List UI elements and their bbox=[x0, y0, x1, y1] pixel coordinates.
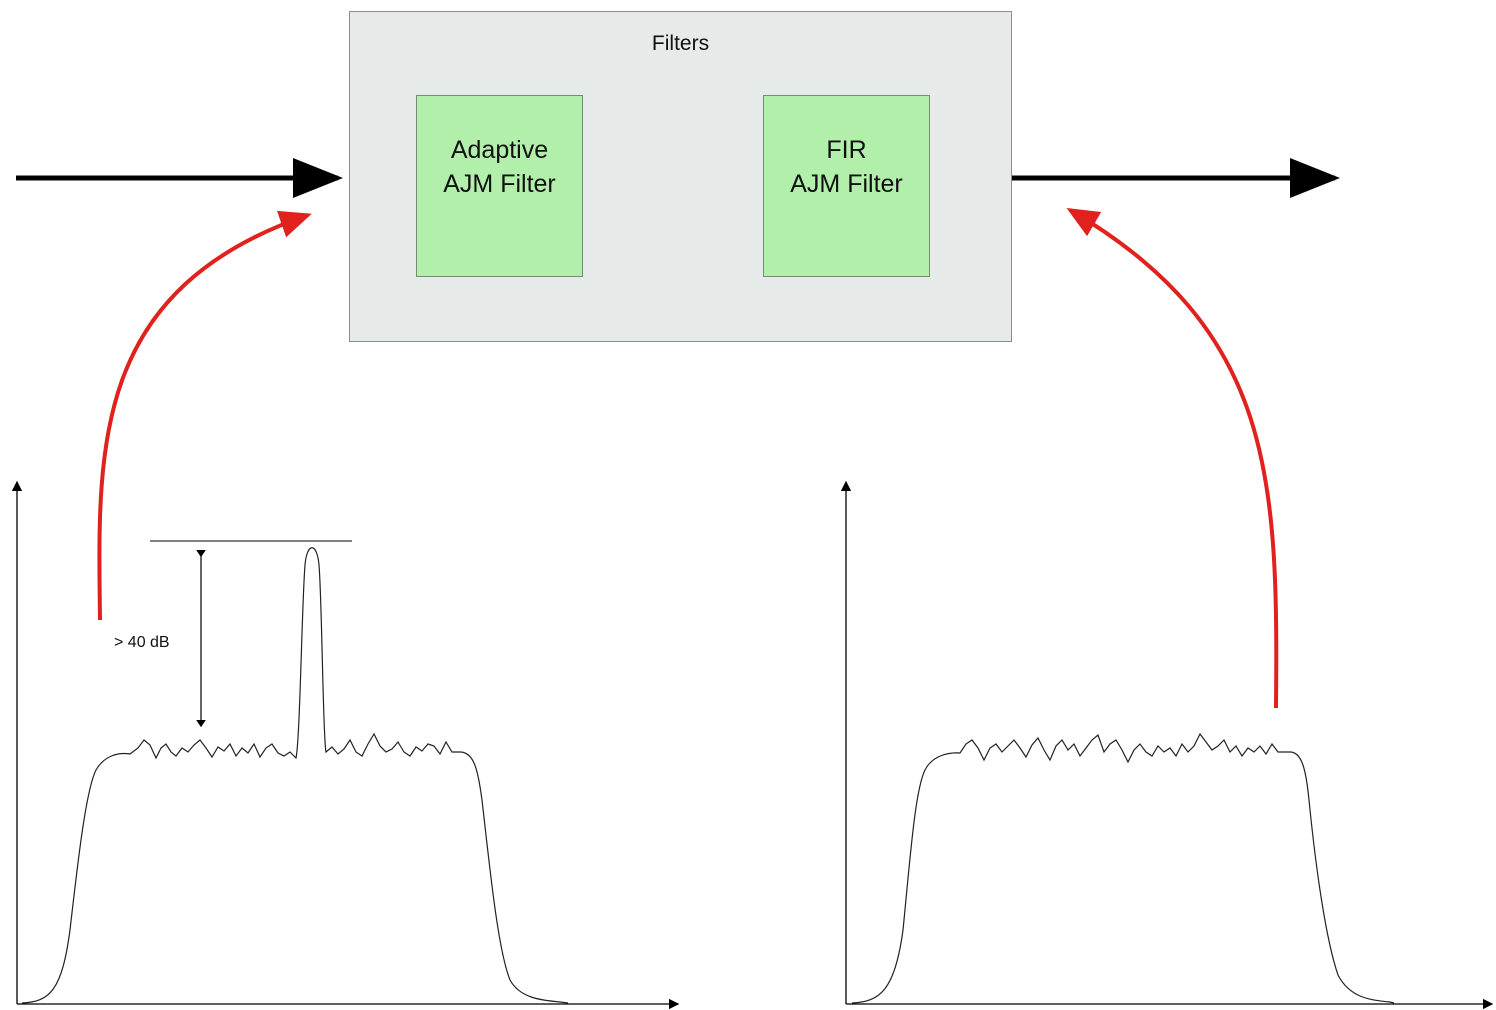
input-spectrum-curve bbox=[21, 547, 569, 1004]
filters-group-title: Filters bbox=[651, 32, 710, 55]
attenuation-label: > 40 dB bbox=[114, 634, 170, 651]
adaptive-ajm-filter-block: Adaptive AJM Filter bbox=[416, 95, 583, 277]
fir-filter-line1: FIR bbox=[826, 136, 867, 164]
fir-ajm-filter-block: FIR AJM Filter bbox=[763, 95, 930, 277]
adaptive-filter-line1: Adaptive bbox=[450, 136, 549, 164]
filters-group-box: Filters Adaptive AJM Filter FIR AJM Filt… bbox=[349, 11, 1012, 342]
output-feedback-arrow bbox=[1066, 207, 1279, 709]
input-feedback-arrow bbox=[97, 210, 312, 621]
output-spectrum-curve bbox=[851, 732, 1395, 1004]
adaptive-filter-line2: AJM Filter bbox=[443, 170, 556, 198]
fir-filter-line2: AJM Filter bbox=[790, 170, 903, 198]
